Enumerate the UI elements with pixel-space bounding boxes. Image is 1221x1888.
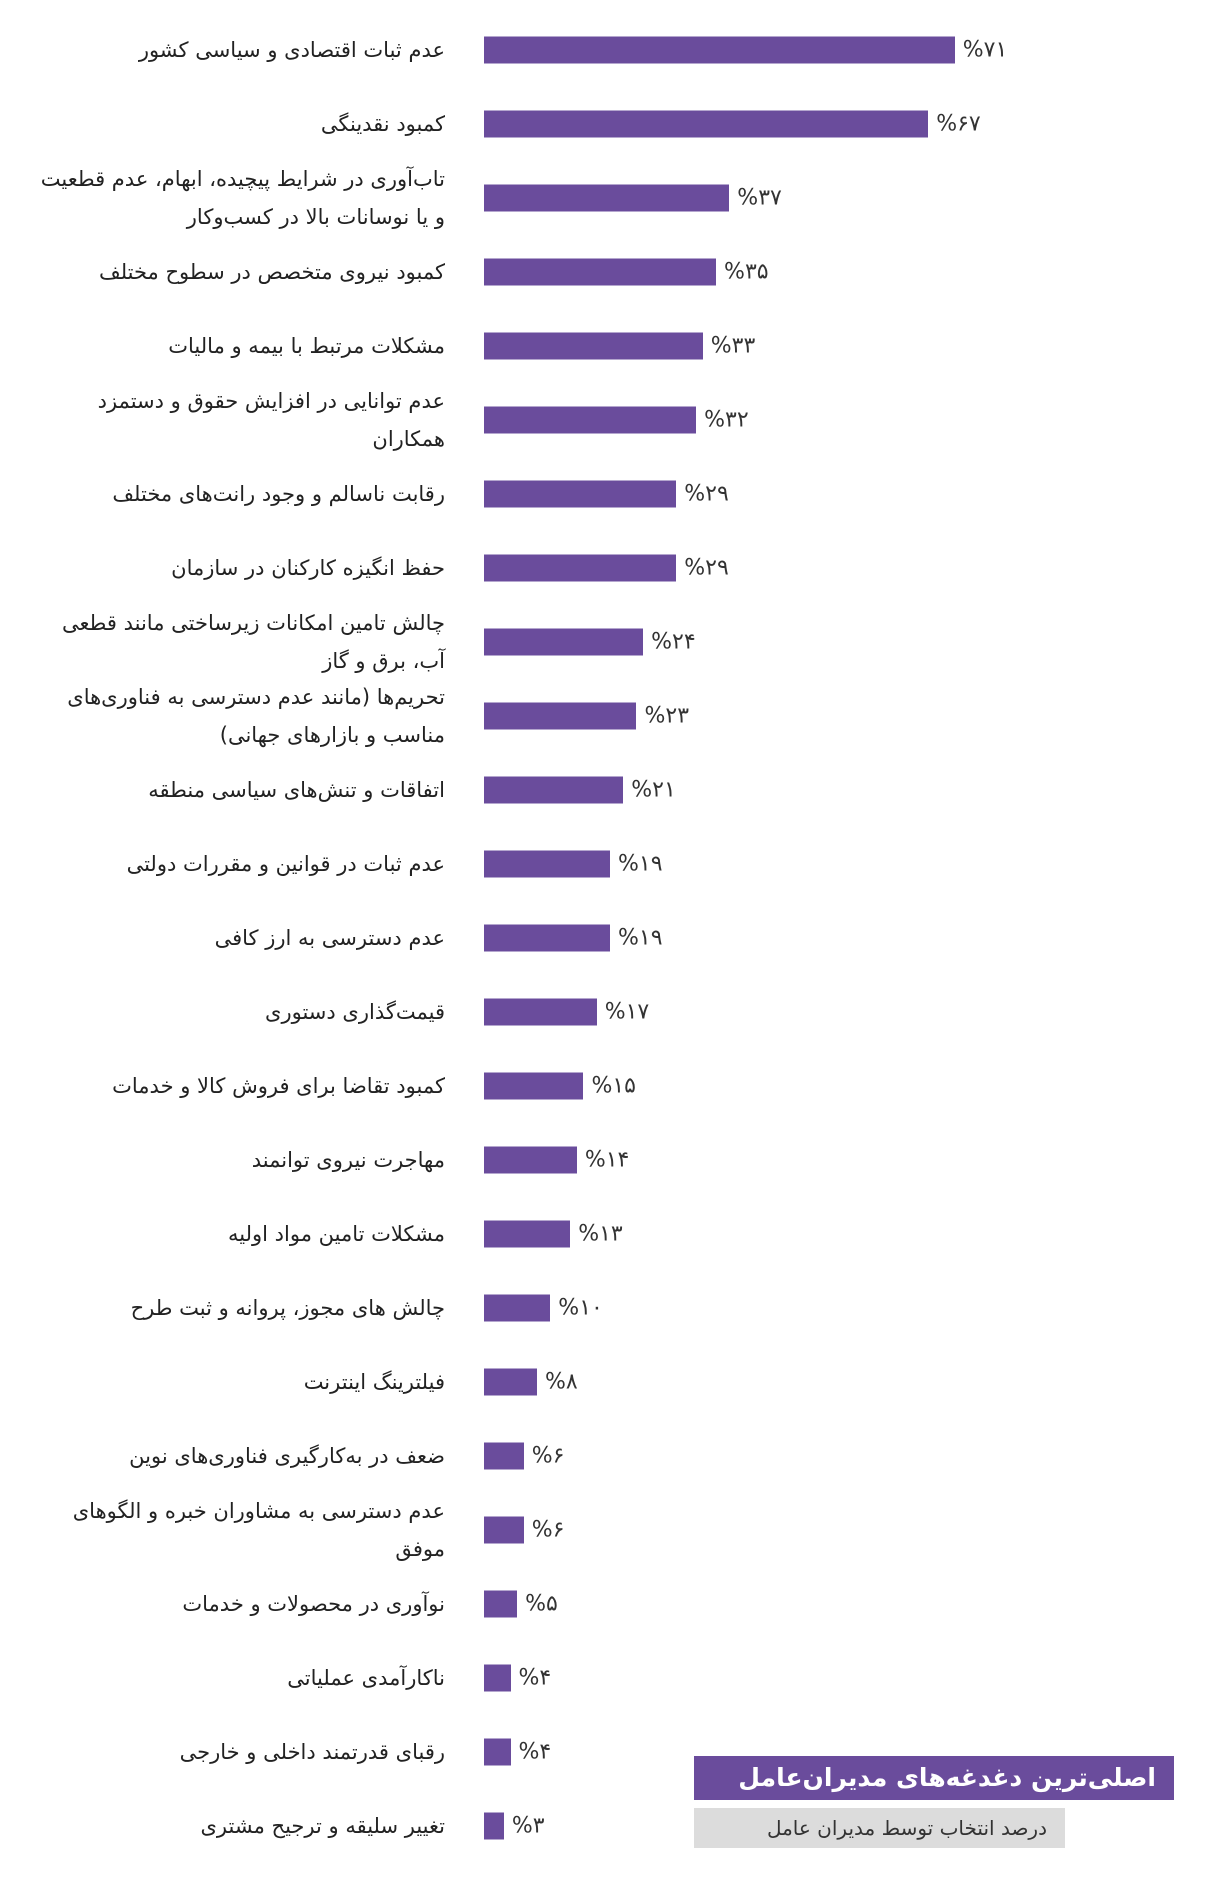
bar: [484, 554, 677, 582]
bar: [484, 1072, 584, 1100]
bar: [484, 1812, 504, 1840]
value-label: %۱۰: [558, 1295, 603, 1321]
category-label: اتفاقات و تنش‌های سیاسی منطقه: [148, 778, 445, 802]
value-label: %۱۵: [591, 1073, 636, 1099]
value-label: %۲۱: [631, 777, 676, 803]
value-label: %۶: [531, 1517, 565, 1543]
category-label: نوآوری در محصولات و خدمات: [182, 1592, 445, 1616]
category-label: عدم ثبات در قوانین و مقررات دولتی: [126, 852, 445, 876]
bar: [484, 1664, 511, 1692]
category-label: کمبود تقاضا برای فروش کالا و خدمات: [112, 1074, 445, 1098]
category-label: عدم ثبات اقتصادی و سیاسی کشور: [138, 38, 445, 62]
value-label: %۱۹: [617, 851, 663, 877]
category-label: تاب‌آوری در شرایط پیچیده، ابهام، عدم قطع…: [40, 167, 445, 229]
category-label: مشکلات تامین مواد اولیه: [228, 1222, 445, 1246]
value-label: %۳۲: [704, 407, 749, 433]
category-label: قیمت‌گذاری دستوری: [265, 1000, 445, 1024]
category-label: فیلترینگ اینترنت: [303, 1370, 445, 1394]
category-label: کمبود نقدینگی: [320, 112, 445, 136]
category-label: عدم دسترسی به ارز کافی: [214, 926, 445, 950]
value-label: %۲۳: [644, 703, 690, 729]
bar: [484, 258, 717, 286]
bar: [484, 184, 730, 212]
bar: [484, 628, 644, 656]
value-label: %۲۹: [684, 555, 729, 581]
value-label: %۳۷: [737, 185, 782, 211]
bar: [484, 110, 929, 138]
value-label: %۳: [511, 1813, 545, 1839]
bar: [484, 1442, 524, 1470]
bar: [484, 332, 703, 360]
bar: [484, 1146, 577, 1174]
bar: [484, 924, 610, 952]
bar: [484, 1590, 518, 1618]
bar: [484, 406, 697, 434]
value-label: %۱۴: [584, 1147, 630, 1173]
value-label: %۱۳: [578, 1221, 623, 1247]
category-label: چالش تامین امکانات زیرساختی مانند قطعی آ…: [62, 611, 445, 673]
value-label: %۴: [518, 1739, 552, 1765]
chart-title: اصلی‌ترین دغدغه‌های مدیران‌عامل: [694, 1756, 1174, 1800]
bar: [484, 998, 597, 1026]
bar: [484, 1368, 538, 1396]
category-label: تحریم‌ها (مانند عدم دسترسی به فناوری‌های…: [67, 685, 445, 747]
value-label: %۴: [518, 1665, 552, 1691]
bar: [484, 850, 610, 878]
bar: [484, 480, 677, 508]
bar: [484, 36, 955, 64]
value-label: %۲۴: [651, 629, 696, 655]
bar: [484, 702, 637, 730]
category-label: ناکارآمدی عملیاتی: [287, 1666, 445, 1690]
value-label: %۵: [525, 1591, 558, 1617]
value-label: %۶: [531, 1443, 565, 1469]
category-label: رقبای قدرتمند داخلی و خارجی: [179, 1740, 445, 1764]
value-label: %۸: [545, 1369, 578, 1395]
chart-subtitle: درصد انتخاب توسط مدیران عامل: [694, 1808, 1065, 1848]
category-label: مشکلات مرتبط با بیمه و مالیات: [168, 334, 445, 358]
category-label: عدم توانایی در افزایش حقوق و دستمزد همکا…: [97, 389, 445, 451]
category-label: عدم دسترسی به مشاوران خبره و الگوهای موف…: [72, 1499, 445, 1561]
bar: [484, 776, 624, 804]
value-label: %۳۳: [710, 333, 756, 359]
value-label: %۷۱: [962, 37, 1008, 63]
category-label: حفظ انگیزه کارکنان در سازمان: [171, 556, 445, 580]
value-label: %۳۵: [724, 259, 769, 285]
bar: [484, 1516, 524, 1544]
value-label: %۱۹: [617, 925, 663, 951]
value-label: %۶۷: [936, 111, 981, 137]
bar: [484, 1220, 571, 1248]
category-label: تغییر سلیقه و ترجیح مشتری: [200, 1814, 446, 1838]
value-label: %۲۹: [684, 481, 729, 507]
bar: [484, 1294, 551, 1322]
category-label: رقابت ناسالم و وجود رانت‌های مختلف: [112, 482, 445, 506]
category-label: مهاجرت نیروی توانمند: [251, 1148, 445, 1172]
value-label: %۱۷: [604, 999, 650, 1025]
category-label: کمبود نیروی متخصص در سطوح مختلف: [98, 260, 445, 284]
bar: [484, 1738, 511, 1766]
category-label: چالش های مجوز، پروانه و ثبت طرح: [130, 1296, 445, 1320]
category-label: ضعف در به‌کارگیری فناوری‌های نوین: [129, 1444, 445, 1468]
